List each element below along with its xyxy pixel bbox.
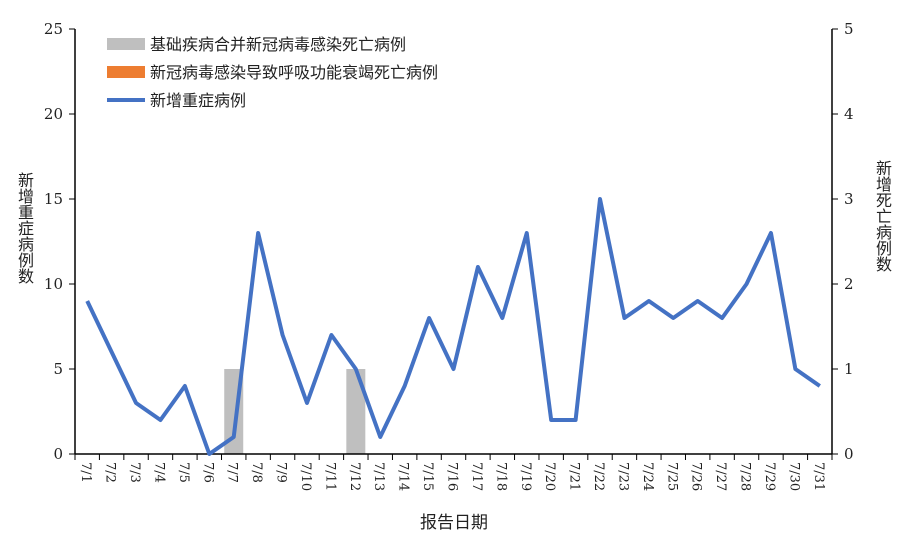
y-tick-label: 15 xyxy=(44,190,63,208)
x-tick-label: 7/16 xyxy=(445,462,460,491)
x-tick-label: 7/28 xyxy=(738,462,753,491)
legend-swatch xyxy=(107,38,145,50)
bar-0 xyxy=(346,369,366,454)
x-tick-label: 7/31 xyxy=(811,462,826,491)
x-tick-label: 7/1 xyxy=(78,462,93,483)
x-tick-label: 7/30 xyxy=(786,462,801,491)
x-tick-label: 7/14 xyxy=(396,462,411,491)
x-tick-label: 7/13 xyxy=(371,462,386,491)
x-tick-label: 7/3 xyxy=(127,462,142,483)
x-tick-label: 7/26 xyxy=(689,462,704,491)
y-axis-label: 新增重症病例数 xyxy=(15,172,34,284)
x-tick-label: 7/29 xyxy=(762,462,777,491)
x-tick-label: 7/17 xyxy=(469,462,484,491)
y2-tick-label: 2 xyxy=(844,275,854,293)
y2-tick-label: 0 xyxy=(844,445,854,463)
x-tick-label: 7/23 xyxy=(615,462,630,491)
legend-swatch xyxy=(107,66,145,78)
x-tick-label: 7/11 xyxy=(322,462,337,491)
legend-label: 基础疾病合并新冠病毒感染死亡病例 xyxy=(150,35,406,54)
y-tick-label: 25 xyxy=(44,20,63,38)
x-tick-label: 7/19 xyxy=(518,462,533,491)
x-tick-label: 7/22 xyxy=(591,462,606,491)
x-axis-label: 报告日期 xyxy=(420,513,488,533)
x-tick-label: 7/10 xyxy=(298,462,313,491)
legend-label: 新增重症病例 xyxy=(150,91,246,110)
x-tick-label: 7/27 xyxy=(713,462,728,491)
y2-tick-label: 3 xyxy=(844,190,854,208)
x-tick-label: 7/25 xyxy=(664,462,679,491)
x-tick-label: 7/8 xyxy=(249,462,264,483)
y-tick-label: 5 xyxy=(53,360,63,378)
x-tick-label: 7/15 xyxy=(420,462,435,491)
x-tick-label: 7/2 xyxy=(103,462,118,483)
legend-label: 新冠病毒感染导致呼吸功能衰竭死亡病例 xyxy=(150,63,438,82)
x-tick-label: 7/7 xyxy=(225,462,240,483)
x-tick-label: 7/24 xyxy=(640,462,655,491)
x-tick-label: 7/18 xyxy=(493,462,508,491)
x-tick-label: 7/6 xyxy=(200,462,215,483)
x-tick-label: 7/21 xyxy=(567,462,582,491)
line-series xyxy=(85,197,821,456)
x-tick-label: 7/9 xyxy=(274,462,289,483)
y2-tick-label: 5 xyxy=(844,20,854,38)
y-tick-label: 20 xyxy=(44,105,63,123)
y-tick-label: 0 xyxy=(53,445,63,463)
x-tick-label: 7/4 xyxy=(151,462,166,483)
y2-axis-label: 新增死亡病例数 xyxy=(873,160,892,272)
y2-tick-label: 4 xyxy=(844,105,854,123)
x-tick-label: 7/12 xyxy=(347,462,362,491)
x-tick-label: 7/20 xyxy=(542,462,557,491)
x-tick-label: 7/5 xyxy=(176,462,191,483)
y-tick-label: 10 xyxy=(44,275,63,293)
y2-tick-label: 1 xyxy=(844,360,854,378)
